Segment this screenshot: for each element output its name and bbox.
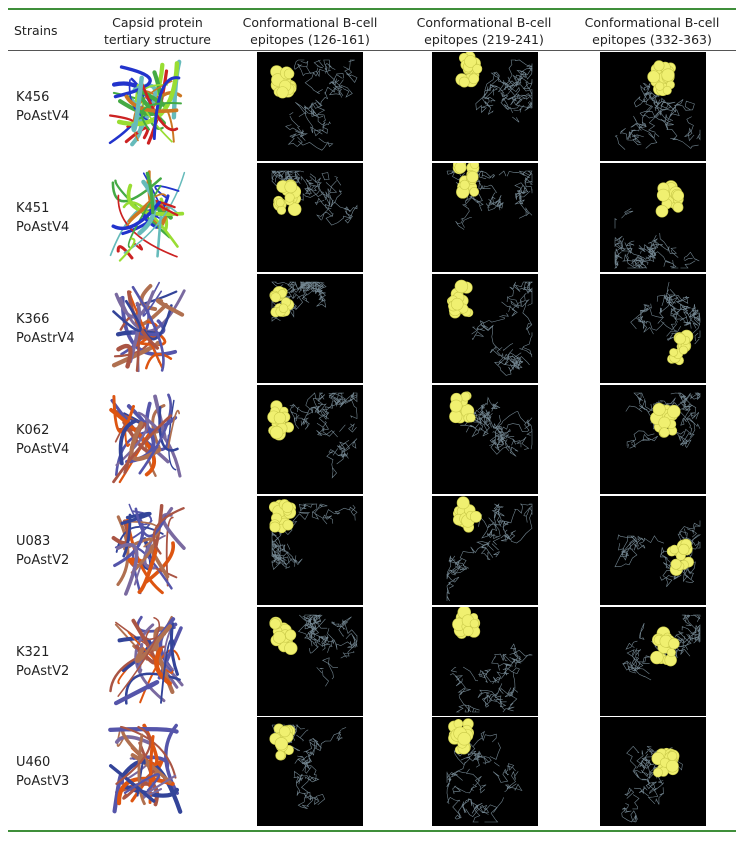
strain-type: PoAstV4 xyxy=(16,109,70,124)
epitope-image xyxy=(432,606,538,716)
strain-cell: K456 PoAstV4 xyxy=(16,88,69,126)
strain-strain: K451 xyxy=(16,200,50,216)
strain-cell: K062 PoAstV4 xyxy=(16,421,69,459)
epitope-image xyxy=(600,273,706,383)
ribbon-structure xyxy=(109,615,184,705)
strain-strain: U460 xyxy=(16,755,51,771)
epitope-image xyxy=(432,717,538,827)
epitope-image xyxy=(432,384,538,494)
epitope-image xyxy=(600,495,706,605)
epitope-image xyxy=(257,495,363,605)
strain-cell: U083 PoAstV2 xyxy=(16,532,69,570)
strain-strain: K456 xyxy=(16,90,50,105)
epitope-image xyxy=(432,162,538,272)
strain-type: PoAstV4 xyxy=(16,219,70,235)
header-rule xyxy=(8,50,736,51)
epitope-image xyxy=(600,162,706,272)
header: Conformational B-cell epitopes (219-241) xyxy=(416,15,552,47)
strain-type: PoAstrV4 xyxy=(16,330,75,346)
ribbon-structure xyxy=(108,59,183,147)
ribbon-structure xyxy=(111,503,186,596)
header: Strains xyxy=(14,23,58,38)
epitope-image xyxy=(600,717,706,827)
ribbon-structure xyxy=(109,393,182,483)
epitope-image xyxy=(600,384,706,494)
epitope-image xyxy=(257,717,363,827)
epitope-image xyxy=(432,273,538,383)
epitope-image xyxy=(257,273,363,383)
epitope-image xyxy=(600,52,706,161)
header: Capsid protein tertiary structure xyxy=(103,15,211,47)
strain-cell: K321 PoAstV2 xyxy=(16,643,69,681)
strain-strain: K321 xyxy=(16,644,50,660)
strain-type: PoAstV2 xyxy=(16,552,70,568)
strain-type: PoAstV3 xyxy=(16,774,70,790)
epitope-image xyxy=(600,606,706,716)
epitope-image xyxy=(257,162,363,272)
header: Conformational B-cell epitopes (332-363) xyxy=(584,15,720,47)
ribbon-structure xyxy=(111,281,186,372)
strain-type: PoAstV4 xyxy=(16,441,70,457)
strain-strain: U083 xyxy=(16,533,51,549)
ribbon-structure xyxy=(109,170,186,262)
strain-type: PoAstV2 xyxy=(16,663,70,679)
ribbon-structure xyxy=(108,724,183,815)
strain-cell: K451 PoAstV4 xyxy=(16,199,69,237)
header: Conformational B-cell epitopes (126-161) xyxy=(242,15,378,47)
bottom-rule xyxy=(8,830,736,832)
epitope-image xyxy=(432,52,538,161)
strain-strain: K366 xyxy=(16,311,50,327)
strain-strain: K062 xyxy=(16,422,50,438)
epitope-image xyxy=(257,606,363,716)
epitope-image xyxy=(257,52,363,161)
epitope-image xyxy=(257,384,363,494)
epitope-image xyxy=(432,495,538,605)
strain-cell: K366 PoAstrV4 xyxy=(16,310,75,348)
top-rule xyxy=(8,8,736,10)
strain-cell: U460 PoAstV3 xyxy=(16,753,69,791)
